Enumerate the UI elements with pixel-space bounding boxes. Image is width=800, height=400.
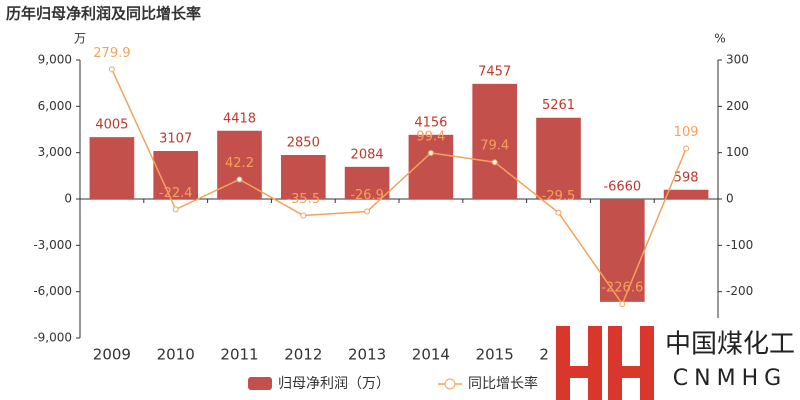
line-value-label: 42.2 [225, 156, 254, 171]
y-tick-label: 6,000 [38, 99, 72, 113]
line-value-label: 279.9 [93, 46, 130, 61]
line-point [172, 206, 179, 213]
y2-tick-label: 0 [726, 192, 734, 206]
bar [599, 199, 645, 302]
y-tick-label: -6,000 [33, 284, 72, 298]
bar-value-label: 2084 [351, 147, 384, 162]
legend-swatch [248, 377, 272, 390]
line-point [427, 149, 434, 156]
y2-unit: % [714, 32, 725, 46]
line-point [619, 300, 626, 307]
bar [472, 83, 518, 199]
line-value-label: 79.4 [480, 139, 509, 154]
watermark: 中国煤化工 CNMHG [548, 318, 800, 400]
logo-shape [556, 326, 602, 400]
legend-swatch [444, 378, 456, 390]
bar-value-label: 4005 [95, 118, 128, 133]
y-tick-label: -3,000 [33, 238, 72, 252]
bar-value-label: 3107 [159, 132, 192, 147]
y2-tick-label: 300 [726, 53, 749, 67]
legend-item: 同比增长率 [438, 375, 538, 392]
line-value-label: -35.5 [286, 192, 320, 207]
bar [89, 137, 135, 199]
y-tick-label: 9,000 [38, 53, 72, 67]
y2-tick-label: 100 [726, 145, 749, 159]
x-tick-label: 2013 [348, 346, 386, 364]
line-point [300, 212, 307, 219]
logo-shape [608, 326, 654, 400]
line-point [364, 208, 371, 215]
x-tick-label: 2009 [93, 346, 131, 364]
x-tick-label: 2010 [157, 346, 195, 364]
y2-tick-label: 200 [726, 99, 749, 113]
line-point [236, 176, 243, 183]
line [111, 69, 687, 306]
legend-item: 归母净利润（万） [248, 375, 390, 392]
watermark-text: 中国煤化工 [665, 330, 795, 360]
line-point [491, 159, 498, 166]
y-tick-label: -9,000 [33, 331, 72, 345]
bar [344, 166, 390, 199]
line-value-label: -226.6 [601, 280, 643, 295]
y2-tick-label: -200 [726, 284, 753, 298]
bar-value-label: -6660 [603, 180, 641, 195]
chart-title: 历年归母净利润及同比增长率 [6, 5, 201, 23]
x-tick-label: 2011 [220, 346, 258, 364]
plot: -9,000-6,000-3,00003,0006,0009,000-300-2… [33, 46, 753, 364]
bar-value-label: 4418 [223, 111, 256, 126]
bar [280, 154, 326, 199]
y-tick-label: 0 [64, 192, 72, 206]
legend-label: 同比增长率 [468, 375, 538, 392]
line-value-label: 99.4 [416, 129, 445, 144]
x-tick-label: 2012 [284, 346, 322, 364]
line-point [555, 209, 562, 216]
x-tick-label: 2014 [412, 346, 450, 364]
line-value-label: -26.9 [350, 188, 384, 203]
bar-value-label: 5261 [542, 98, 575, 113]
y-unit: 万 [74, 32, 86, 46]
line-point [108, 66, 115, 73]
bar [536, 117, 581, 199]
line-value-label: 109 [674, 125, 699, 140]
bar-value-label: 7457 [478, 64, 511, 79]
line-value-label: -22.4 [159, 186, 193, 201]
watermark-subtext: CNMHG [673, 366, 787, 391]
x-tick-label: 2015 [476, 346, 514, 364]
bar-value-label: 4156 [414, 115, 447, 130]
line-value-label: -29.5 [542, 189, 576, 204]
bar-value-label: 598 [674, 170, 699, 185]
line-point [683, 145, 690, 152]
bar-value-label: 2850 [287, 135, 320, 150]
y-tick-label: 3,000 [38, 145, 72, 159]
bar [663, 189, 709, 199]
legend-label: 归母净利润（万） [278, 375, 390, 392]
y2-tick-label: -100 [726, 238, 753, 252]
